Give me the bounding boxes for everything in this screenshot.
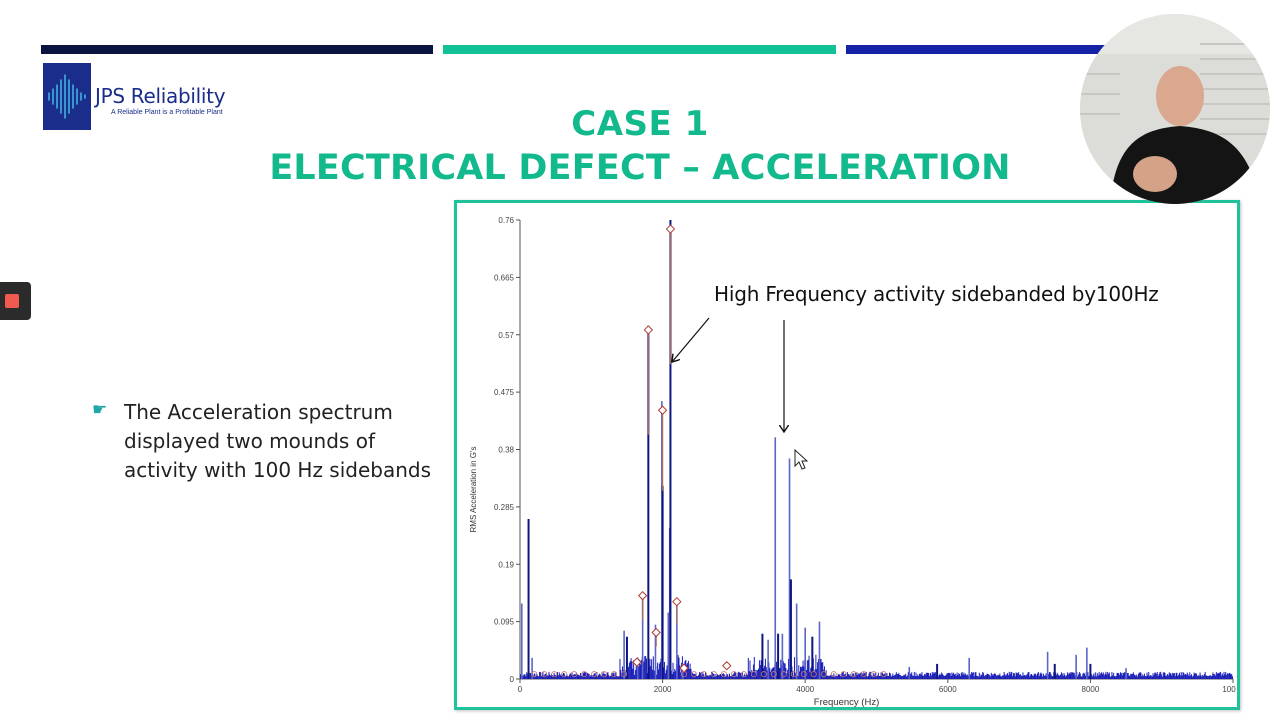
presenter-webcam (1080, 14, 1270, 204)
y-tick-label: 0.475 (494, 388, 515, 397)
sideband-marker (722, 661, 732, 671)
spectrum-chart: 0 0.095 0.19 0.285 0.38 0.475 0.57 0.665 0.76 0 20… (454, 200, 1240, 710)
y-tick-label: 0.57 (498, 331, 514, 340)
x-axis-label: Frequency (Hz) (814, 697, 879, 707)
y-tick-label: 0.19 (498, 560, 514, 569)
sideband-marker (665, 224, 676, 234)
arrow-to-2k-peak (672, 317, 710, 362)
y-axis-label: RMS Acceleration in G's (469, 446, 478, 532)
x-tick-label: 4000 (796, 685, 814, 694)
slide-title-line2: ELECTRICAL DEFECT – ACCELERATION (269, 148, 1011, 188)
mouse-cursor-icon (794, 448, 809, 470)
x-tick-label: 100 (1222, 685, 1236, 694)
header-bar-navy (41, 45, 433, 54)
y-tick-label: 0 (510, 675, 515, 684)
sideband-marker (657, 405, 668, 415)
bullet-text: The Acceleration spectrum displayed two … (124, 400, 432, 482)
x-tick-label: 2000 (654, 685, 672, 694)
x-tick-label: 0 (518, 685, 523, 694)
y-tick-label: 0.665 (494, 273, 515, 282)
pointing-hand-icon: ☛ (92, 400, 108, 419)
header-bar-teal (443, 45, 836, 54)
sideband-marker (672, 596, 682, 607)
stop-icon (5, 294, 19, 308)
sideband-marker (643, 325, 654, 335)
y-tick-label: 0.285 (494, 503, 515, 512)
spectrum-plot: 0 0.095 0.19 0.285 0.38 0.475 0.57 0.665 0.76 0 20… (469, 216, 1236, 708)
sideband-marker (679, 663, 689, 673)
slide-title-line1: CASE 1 (571, 104, 709, 144)
y-tick-label: 0.38 (498, 446, 514, 455)
logo-icon (43, 63, 91, 130)
y-tick-label: 0.76 (498, 216, 514, 225)
x-tick-label: 6000 (939, 685, 957, 694)
logo-tagline: A Reliable Plant is a Profitable Plant (111, 109, 223, 116)
header-bar-blue (846, 45, 1106, 54)
stop-recording-button[interactable] (0, 282, 31, 320)
y-tick-label: 0.095 (494, 618, 515, 627)
sideband-marker (651, 627, 661, 638)
chart-callout: High Frequency activity sidebanded by100… (714, 282, 1159, 306)
sideband-marker (637, 590, 648, 601)
x-tick-label: 8000 (1082, 685, 1100, 694)
sideband-marker (632, 657, 642, 667)
logo-name: JPS Reliability (95, 84, 226, 108)
